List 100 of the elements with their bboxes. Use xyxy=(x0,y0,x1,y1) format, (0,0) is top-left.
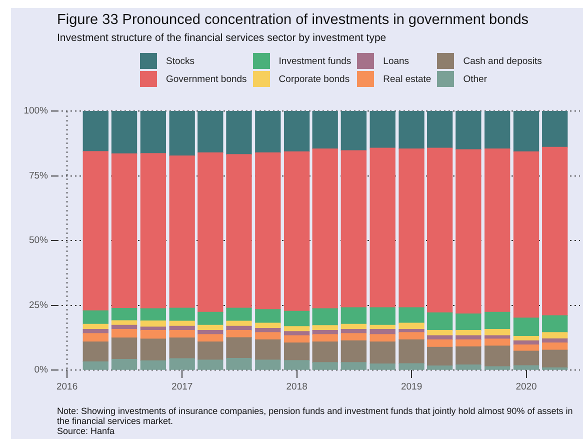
bar xyxy=(456,313,482,331)
bar xyxy=(513,111,540,152)
bar xyxy=(370,334,396,342)
bar xyxy=(398,148,424,308)
bar xyxy=(284,360,310,370)
bar xyxy=(226,320,252,327)
bar xyxy=(82,310,108,324)
bar xyxy=(426,339,453,348)
bar xyxy=(82,361,108,370)
bar xyxy=(484,148,510,313)
bar xyxy=(513,344,540,352)
bar xyxy=(82,151,108,312)
bar xyxy=(513,151,540,318)
legend-label: Loans xyxy=(383,56,410,66)
bar xyxy=(484,338,510,346)
x-tick-label: 2020 xyxy=(516,381,537,392)
bar xyxy=(513,365,540,370)
bar xyxy=(169,320,195,327)
legend-label: Other xyxy=(463,74,487,84)
legend-label: Stocks xyxy=(166,56,195,66)
bar xyxy=(370,363,396,370)
bar xyxy=(456,111,482,150)
x-tick-label: 2016 xyxy=(56,381,78,392)
bar xyxy=(426,312,453,331)
bar xyxy=(226,358,252,370)
bar xyxy=(140,153,166,309)
bar xyxy=(198,312,224,326)
bar xyxy=(169,155,195,308)
bar xyxy=(542,111,568,148)
bar xyxy=(398,339,424,364)
bar xyxy=(226,111,252,155)
bar xyxy=(140,330,166,340)
bar xyxy=(542,332,568,339)
bar xyxy=(340,111,367,151)
y-tick-label: 100% xyxy=(24,106,49,117)
bar xyxy=(111,338,138,360)
bar xyxy=(255,332,281,340)
bar xyxy=(198,152,224,313)
bar xyxy=(226,154,252,308)
chart-subtitle: Investment structure of the financial services sector by investment type xyxy=(57,32,386,44)
bar xyxy=(513,318,540,337)
bar xyxy=(312,308,338,326)
bar xyxy=(198,111,224,154)
legend-label: Cash and deposits xyxy=(463,56,542,66)
bar xyxy=(542,350,568,368)
bar xyxy=(456,339,482,348)
bar xyxy=(426,148,453,314)
bar xyxy=(82,333,108,342)
bar xyxy=(255,339,281,360)
bar xyxy=(111,153,138,309)
bar xyxy=(340,333,367,342)
bar xyxy=(284,111,310,152)
chart-title: Figure 33 Pronounced concentration of investments in government bonds xyxy=(57,12,529,28)
bar xyxy=(370,307,396,326)
bar xyxy=(140,308,166,322)
bar xyxy=(198,334,224,342)
bar xyxy=(484,366,510,370)
bar xyxy=(312,362,338,370)
bar xyxy=(284,151,310,312)
x-tick-label: 2018 xyxy=(286,381,308,392)
bar xyxy=(370,341,396,364)
bar xyxy=(340,362,367,370)
bar xyxy=(312,111,338,150)
bar xyxy=(226,337,252,359)
bar xyxy=(484,111,510,150)
bar xyxy=(140,338,166,362)
bar xyxy=(456,346,482,366)
bar xyxy=(284,342,310,361)
legend-label: Corporate bonds xyxy=(278,74,350,84)
bar xyxy=(484,346,510,367)
text: Note: Showing investments of insurance companies, pension funds and investment funds that jointly hold almost 90% of assets in the financial services market. xyxy=(57,406,574,426)
bar xyxy=(169,338,195,359)
x-tick-label: 2019 xyxy=(400,381,422,392)
bar xyxy=(484,312,510,330)
bar xyxy=(513,350,540,366)
bar xyxy=(398,332,424,340)
bar xyxy=(255,360,281,370)
bar xyxy=(398,363,424,370)
bar xyxy=(111,329,138,338)
x-tick-label: 2017 xyxy=(172,381,193,392)
y-tick-label: 0% xyxy=(34,364,49,376)
bar xyxy=(340,340,367,363)
bar xyxy=(255,111,281,154)
bar xyxy=(226,308,252,322)
bar xyxy=(542,367,568,370)
bar xyxy=(111,308,138,321)
bar xyxy=(398,307,424,324)
bar xyxy=(370,148,396,308)
y-tick-label: 25% xyxy=(28,300,49,311)
bar xyxy=(82,341,108,362)
bar xyxy=(169,308,195,322)
bar xyxy=(140,111,166,154)
bar xyxy=(426,366,453,370)
bar xyxy=(198,341,224,360)
bar xyxy=(255,152,281,310)
legend-label: Investment funds xyxy=(278,56,352,66)
y-tick-label: 75% xyxy=(28,170,49,182)
bar xyxy=(542,146,568,316)
bar xyxy=(340,150,367,308)
bar xyxy=(111,320,138,326)
